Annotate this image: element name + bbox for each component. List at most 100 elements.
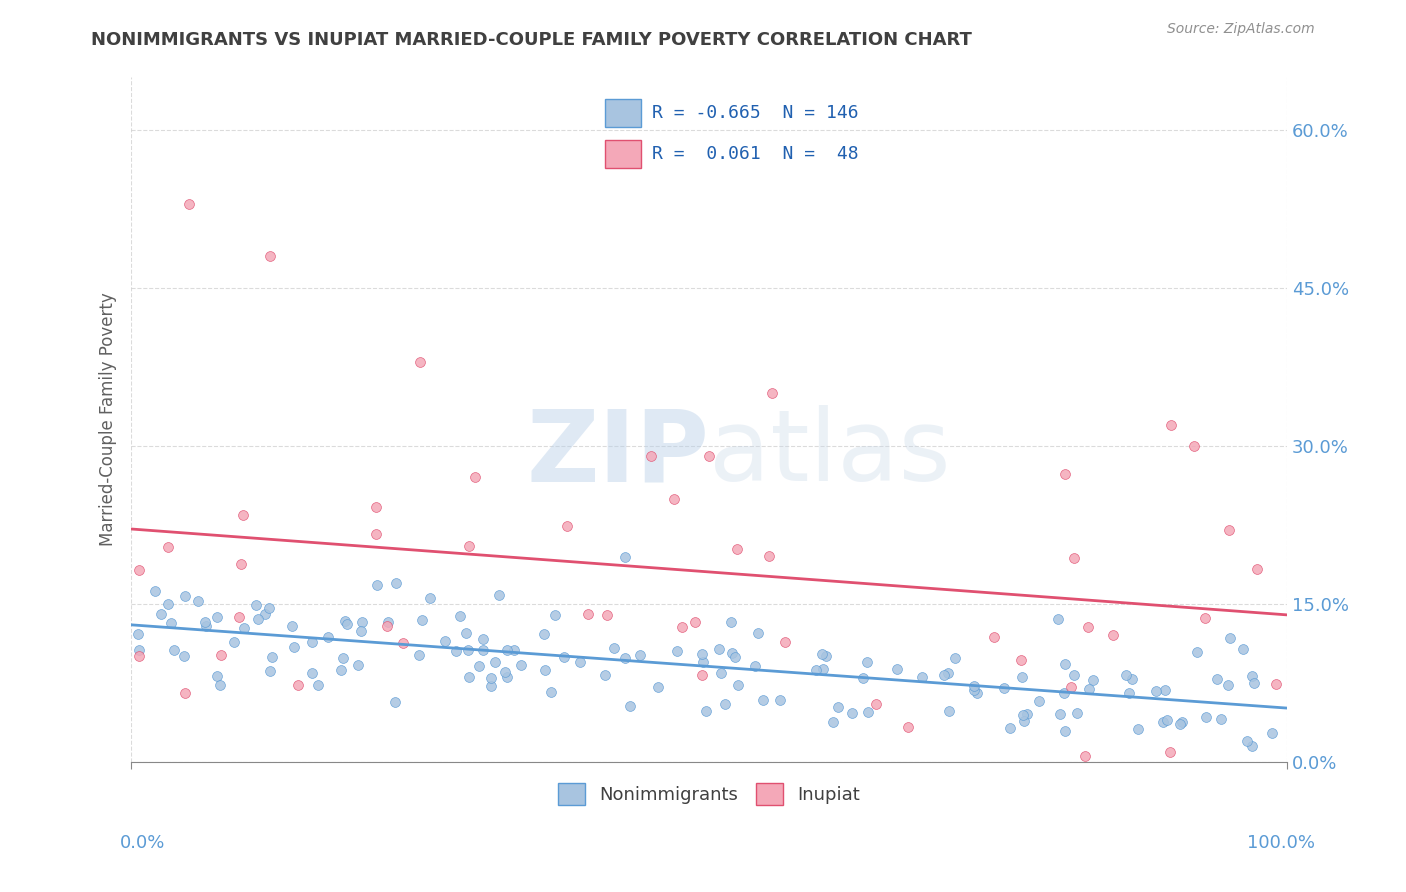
Point (488, 588, 510, 602)
Point (727, 678, 749, 692)
Point (444, 643, 467, 657)
Point (1054, 723, 1077, 738)
Point (375, 619, 398, 633)
Text: 0.0%: 0.0% (120, 834, 165, 852)
Point (823, 715, 845, 730)
Point (1182, 439, 1205, 453)
Point (1121, 672, 1143, 686)
Point (945, 650, 967, 665)
Point (479, 671, 502, 685)
Point (543, 608, 565, 623)
Point (174, 686, 197, 700)
Point (1168, 717, 1191, 731)
Point (149, 607, 172, 621)
Point (690, 648, 713, 662)
Point (283, 640, 305, 654)
Point (886, 662, 908, 676)
Point (938, 704, 960, 718)
Point (1240, 669, 1263, 683)
Point (1102, 628, 1125, 642)
Point (936, 666, 959, 681)
Point (156, 597, 179, 611)
Point (1218, 523, 1240, 537)
Point (855, 656, 877, 670)
Point (761, 386, 783, 401)
Point (533, 627, 555, 641)
Point (281, 619, 304, 633)
Point (457, 670, 479, 684)
Point (1063, 668, 1085, 682)
Text: atlas: atlas (709, 405, 950, 502)
Point (721, 646, 744, 660)
Point (468, 659, 491, 673)
Point (852, 671, 875, 685)
Point (1118, 686, 1140, 700)
Point (1206, 672, 1229, 686)
Point (471, 643, 494, 657)
Point (128, 563, 150, 577)
Point (1049, 706, 1071, 721)
Point (366, 578, 388, 592)
Point (247, 612, 270, 626)
Point (1060, 681, 1083, 695)
Point (811, 662, 834, 676)
Point (1232, 641, 1254, 656)
Point (614, 549, 637, 564)
Point (409, 354, 432, 368)
Text: Source: ZipAtlas.com: Source: ZipAtlas.com (1167, 22, 1315, 37)
Point (364, 526, 387, 541)
Point (384, 575, 406, 590)
Point (983, 630, 1005, 644)
Point (695, 704, 717, 718)
Point (209, 648, 232, 662)
Point (433, 633, 456, 648)
Point (1241, 739, 1264, 754)
Point (963, 682, 986, 697)
Point (472, 632, 495, 646)
Point (576, 607, 599, 621)
Point (156, 540, 179, 554)
Point (502, 643, 524, 657)
Point (1243, 675, 1265, 690)
Point (232, 508, 254, 522)
Point (419, 591, 441, 605)
Point (1236, 734, 1258, 748)
Point (458, 539, 481, 553)
Legend: Nonimmigrants, Inupiat: Nonimmigrants, Inupiat (548, 774, 869, 814)
Point (222, 634, 245, 648)
Point (640, 450, 662, 464)
Point (1083, 673, 1105, 688)
Point (174, 589, 197, 603)
Point (262, 649, 284, 664)
Point (1077, 681, 1099, 696)
Point (540, 685, 562, 699)
Point (1156, 713, 1178, 727)
Point (993, 681, 1015, 695)
Point (195, 619, 218, 633)
Point (1010, 653, 1032, 667)
Point (595, 668, 617, 682)
Point (1115, 668, 1137, 682)
Point (408, 648, 430, 662)
Point (692, 655, 714, 669)
Point (1219, 632, 1241, 646)
Point (233, 621, 256, 635)
Point (690, 668, 713, 682)
Point (336, 617, 359, 632)
Point (332, 651, 354, 665)
Point (963, 679, 986, 693)
Point (856, 705, 879, 719)
Point (366, 500, 388, 515)
Point (1054, 657, 1077, 672)
Point (671, 620, 693, 634)
Point (259, 249, 281, 263)
Point (254, 607, 277, 621)
Point (173, 648, 195, 663)
Point (411, 613, 433, 627)
Point (697, 450, 720, 464)
Point (207, 609, 229, 624)
Point (494, 665, 516, 680)
Point (484, 656, 506, 670)
Point (804, 664, 827, 678)
Point (827, 700, 849, 714)
